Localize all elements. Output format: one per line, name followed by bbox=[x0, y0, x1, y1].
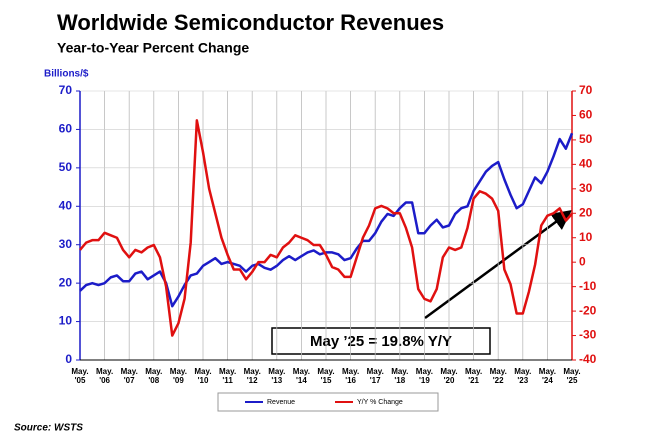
x-tick-label-line: May. bbox=[96, 367, 113, 376]
x-tick-label-line: '20 bbox=[444, 376, 455, 385]
chart-title: Worldwide Semiconductor Revenues bbox=[57, 10, 444, 35]
legend-label: Revenue bbox=[267, 399, 295, 406]
x-tick-label-line: May. bbox=[367, 367, 384, 376]
x-tick-label: May. '11 bbox=[219, 367, 236, 385]
x-tick-label: May. '09 bbox=[170, 367, 187, 385]
y2-tick-label: -10 bbox=[579, 279, 597, 293]
x-tick-label-line: '17 bbox=[370, 376, 381, 385]
chart-subtitle: Year-to-Year Percent Change bbox=[57, 40, 249, 56]
x-tick-label-line: '05 bbox=[75, 376, 86, 385]
x-tick-label: May. '12 bbox=[244, 367, 261, 385]
x-tick-label-line: May. bbox=[440, 367, 457, 376]
x-tick-label-line: May. bbox=[416, 367, 433, 376]
y2-tick-label: -40 bbox=[579, 352, 597, 366]
x-tick-label: May. '07 bbox=[121, 367, 138, 385]
y-axis-label: Billions/$ bbox=[44, 69, 89, 80]
x-tick-label-line: May. bbox=[317, 367, 334, 376]
y2-tick-label: 10 bbox=[579, 230, 593, 244]
annotation-arrow bbox=[424, 210, 573, 320]
x-tick-label-line: May. bbox=[121, 367, 138, 376]
annotation: May ’25 = 19.8% Y/Y bbox=[310, 333, 452, 350]
legend-label: Y/Y % Change bbox=[357, 399, 403, 406]
y-tick-label: 40 bbox=[59, 198, 73, 212]
source: Source: WSTS bbox=[14, 423, 83, 434]
legend-box bbox=[217, 392, 439, 412]
x-tick-label-line: '24 bbox=[542, 376, 553, 385]
x-tick-label-line: '08 bbox=[148, 376, 159, 385]
y2-tick-label: 20 bbox=[579, 205, 593, 219]
y2-tick-label: -30 bbox=[579, 328, 597, 342]
x-tick-label-line: '15 bbox=[321, 376, 332, 385]
y-tick-label: 50 bbox=[59, 160, 73, 174]
x-tick-label-line: '18 bbox=[394, 376, 405, 385]
x-tick-label-line: '06 bbox=[99, 376, 110, 385]
x-tick-label: May. '05 bbox=[71, 367, 88, 385]
x-tick-label-line: May. bbox=[539, 367, 556, 376]
x-tick-label-line: May. bbox=[71, 367, 88, 376]
series-line bbox=[79, 119, 573, 337]
y-tick-label: 30 bbox=[59, 237, 73, 251]
x-tick-label: May. '20 bbox=[440, 367, 457, 385]
x-tick-label-line: May. bbox=[170, 367, 187, 376]
annotation-box bbox=[271, 327, 491, 355]
x-tick-label-line: May. bbox=[465, 367, 482, 376]
x-tick-label-line: '12 bbox=[247, 376, 258, 385]
y-tick-label: 20 bbox=[59, 275, 73, 289]
x-tick-label: May. '15 bbox=[317, 367, 334, 385]
y2-tick-label: 30 bbox=[579, 181, 593, 195]
y-tick-label: 0 bbox=[65, 352, 72, 366]
x-tick-label-line: '21 bbox=[468, 376, 479, 385]
x-tick-label-line: May. bbox=[342, 367, 359, 376]
x-tick-label: May. '16 bbox=[342, 367, 359, 385]
x-tick-label: May. '25 bbox=[563, 367, 580, 385]
x-tick-label-line: '09 bbox=[173, 376, 184, 385]
x-tick-label-line: '10 bbox=[198, 376, 209, 385]
y-tick-label: 60 bbox=[59, 122, 73, 136]
x-tick-label-line: May. bbox=[490, 367, 507, 376]
series-line bbox=[79, 132, 574, 308]
x-tick-label: May. '18 bbox=[391, 367, 408, 385]
x-tick-label-line: May. bbox=[145, 367, 162, 376]
x-tick-label-line: May. bbox=[391, 367, 408, 376]
x-tick-label-line: '16 bbox=[345, 376, 356, 385]
x-tick-label-line: May. bbox=[514, 367, 531, 376]
x-tick-label-line: May. bbox=[268, 367, 285, 376]
x-tick-label: May. '08 bbox=[145, 367, 162, 385]
x-tick-label-line: '11 bbox=[222, 376, 233, 385]
y-tick-label: 70 bbox=[59, 83, 73, 97]
plot-area bbox=[79, 90, 573, 361]
y2-tick-label: 0 bbox=[579, 254, 586, 268]
x-tick-label: May. '17 bbox=[367, 367, 384, 385]
x-tick-label-line: May. bbox=[293, 367, 310, 376]
x-tick-label-line: May. bbox=[219, 367, 236, 376]
x-tick-label: May. '24 bbox=[539, 367, 556, 385]
x-tick-label-line: May. bbox=[244, 367, 261, 376]
x-tick-label-line: '23 bbox=[517, 376, 528, 385]
x-tick-label: May. '10 bbox=[194, 367, 211, 385]
y2-tick-label: 70 bbox=[579, 83, 593, 97]
x-tick-label-line: '14 bbox=[296, 376, 307, 385]
x-tick-label-line: '19 bbox=[419, 376, 430, 385]
x-tick-label: May. '19 bbox=[416, 367, 433, 385]
y2-tick-label: -20 bbox=[579, 303, 597, 317]
x-tick-label: May. '23 bbox=[514, 367, 531, 385]
x-tick-label-line: May. bbox=[194, 367, 211, 376]
y2-tick-label: 40 bbox=[579, 157, 593, 171]
x-tick-label-line: '07 bbox=[124, 376, 135, 385]
x-tick-label: May. '13 bbox=[268, 367, 285, 385]
x-tick-label: May. '06 bbox=[96, 367, 113, 385]
x-tick-label-line: '25 bbox=[567, 376, 578, 385]
y2-tick-label: 60 bbox=[579, 108, 593, 122]
y2-tick-label: 50 bbox=[579, 132, 593, 146]
x-tick-label: May. '14 bbox=[293, 367, 310, 385]
x-tick-label: May. '21 bbox=[465, 367, 482, 385]
x-tick-label-line: '13 bbox=[271, 376, 282, 385]
y-tick-label: 10 bbox=[59, 314, 73, 328]
x-tick-label-line: May. bbox=[563, 367, 580, 376]
x-tick-label: May. '22 bbox=[490, 367, 507, 385]
x-tick-label-line: '22 bbox=[493, 376, 504, 385]
